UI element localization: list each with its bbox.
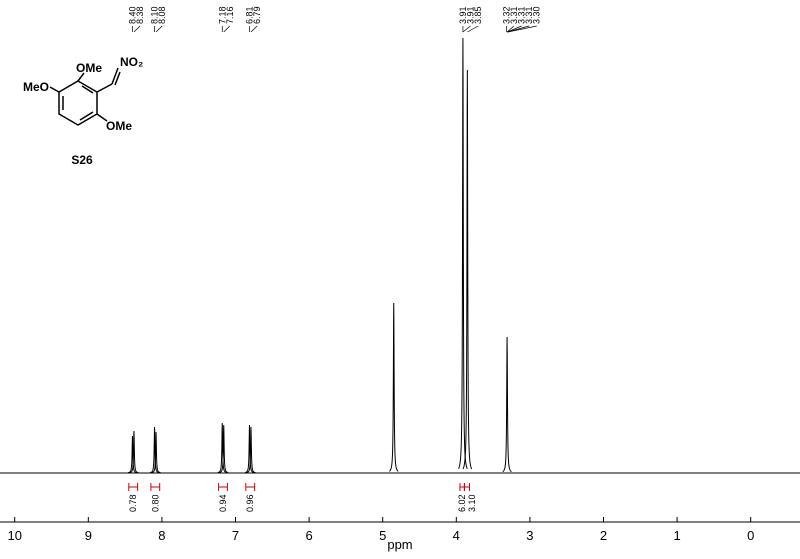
peak [219,424,229,474]
integral-label: 0.94 [218,494,228,512]
peak [129,430,139,474]
peak-label: 3.85 [473,6,483,24]
bond [114,71,121,86]
peak-label: 3.91 [458,6,468,24]
substituent: OMe [76,61,102,75]
bond [96,83,113,93]
peak-label: 3.31 [517,6,527,24]
x-tick-label: 8 [158,528,165,543]
peak-label: 3.30 [532,6,542,24]
peak [150,426,160,474]
integral-label: 6.02 [457,494,467,512]
integral-label: 0.78 [128,494,138,512]
benzene-ring [58,80,98,126]
bond [49,86,60,93]
peak-label-leader [133,25,141,33]
peak [462,69,473,470]
peak [389,302,399,472]
peak-label: 3.32 [501,6,511,24]
x-tick-label: 10 [7,528,21,543]
substituent: OMe [106,119,132,133]
peak-label: 8.40 [127,6,137,24]
peak-label-leader [155,25,163,33]
integral-label: 3.10 [467,494,477,512]
peak-label: 8.10 [150,6,160,24]
bond [81,85,94,94]
bond [96,113,108,122]
substituent: NO₂ [120,55,143,69]
peak-label: 3.31 [524,6,534,24]
x-tick-label: 2 [600,528,607,543]
peak-label-leader [507,25,537,33]
x-tick-label: 7 [232,528,239,543]
peak-label-leader [223,25,231,33]
peak-label-leader [250,25,258,33]
compound-name: S26 [71,153,93,167]
peak-label-leader [462,25,471,33]
peak-label: 8.08 [157,6,167,24]
peak [217,422,227,473]
peak [502,336,512,473]
x-tick-label: 4 [453,528,460,543]
x-tick-label: 0 [747,528,754,543]
peak [244,424,255,474]
peak-label: 6.81 [244,6,254,24]
bond [111,67,119,85]
x-tick-label: 5 [379,528,386,543]
peak [458,37,468,469]
substituent: MeO [23,80,49,94]
peak [246,426,256,474]
x-tick-label: 3 [526,528,533,543]
peak [151,431,161,474]
structure [49,67,121,126]
x-tick-label: 9 [85,528,92,543]
peak-label: 8.38 [135,6,145,24]
peak-label-leader [506,25,530,33]
peak-label: 7.18 [217,6,227,24]
peak-label: 6.79 [252,6,262,24]
peak-label: 3.31 [509,6,519,24]
integral-label: 0.80 [150,494,160,512]
x-tick-label: 1 [673,528,680,543]
peak-label-leader [506,25,515,33]
peak-label: 7.16 [225,6,235,24]
peak-label: 3.91 [466,6,476,24]
x-tick-label: 6 [305,528,312,543]
bond [79,111,94,121]
peak-label-leader [467,25,479,33]
integral-label: 0.96 [245,494,255,512]
bond [77,72,85,82]
x-axis-label: ppm [387,537,412,552]
